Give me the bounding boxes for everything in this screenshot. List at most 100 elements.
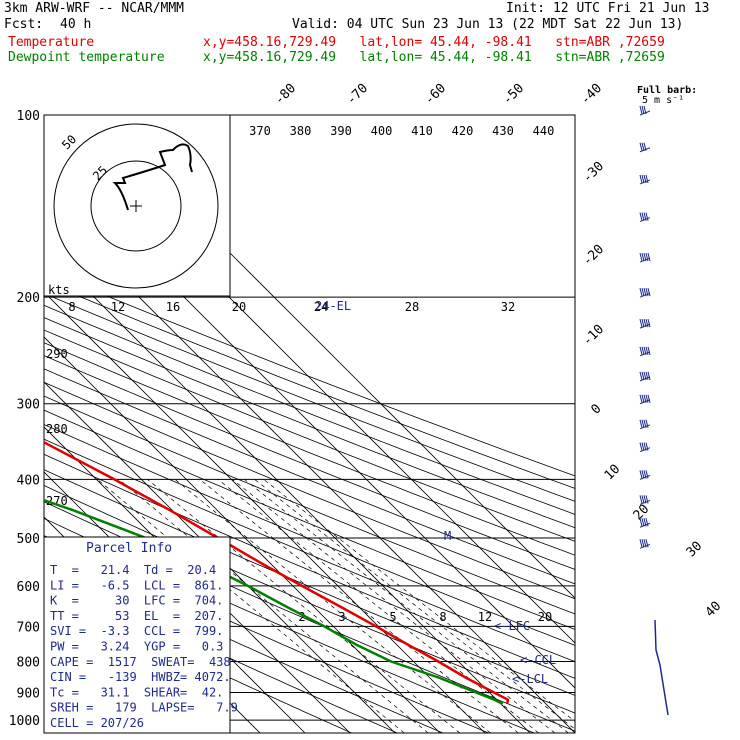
pressure-label: 100 (17, 109, 40, 124)
barb-feather (645, 539, 649, 548)
theta-label: 370 (249, 124, 271, 138)
barb-staff (639, 179, 651, 185)
isotherm-label: 30 (684, 539, 706, 561)
barb-feather (639, 346, 643, 355)
dewpoint-point-info: x,y=458.16,729.49 lat,lon= 45.44, -98.41… (203, 50, 665, 65)
low-level-wind-staff (654, 619, 669, 716)
wind-barb (639, 346, 651, 357)
wind-barb (639, 470, 651, 480)
parcel-title: Parcel Info (86, 541, 172, 556)
barb-feather (645, 394, 649, 403)
mixing-ratio-line (263, 479, 575, 722)
mixing-ratio-low-label: 2 (298, 610, 305, 624)
barb-feather (641, 539, 645, 548)
valid-time: Valid: 04 UTC Sun 23 Jun 13 (22 MDT Sat … (292, 17, 684, 32)
wind-barbs: Full barb:5 m s⁻¹ (637, 85, 697, 716)
barb-legend-units: 5 m s⁻¹ (642, 95, 684, 106)
barb-feather (639, 470, 643, 479)
wind-barb (639, 252, 651, 263)
barb-feather (639, 371, 643, 380)
barb-feather (643, 539, 647, 548)
isotherm-label: 10 (602, 462, 624, 484)
parcel-row: CAPE = 1517 SWEAT= 438 (50, 655, 231, 669)
forecast-label: Fcst: (4, 17, 44, 32)
barb-feather (643, 495, 647, 504)
isotherm-label: -80 (272, 81, 299, 108)
barb-feather (643, 518, 647, 527)
wind-barb (639, 518, 651, 528)
el-marker: 24-EL (315, 299, 351, 313)
barb-feather (639, 495, 643, 504)
wind-barb (639, 319, 651, 329)
barb-feather (647, 394, 651, 403)
barb-feather (639, 174, 643, 184)
wind-barb (639, 419, 651, 430)
barb-feather (645, 346, 649, 355)
wind-barb (639, 288, 651, 298)
barb-feather (641, 442, 645, 451)
mixing-ratio-line (118, 479, 429, 733)
isotherm-label: 0 (588, 401, 604, 417)
mixing-ratio-line (174, 479, 491, 733)
dry-adiabat-line (44, 424, 575, 646)
dry-adiabat-line (44, 409, 575, 630)
init-time: Init: 12 UTC Fri 21 Jun 13 (506, 1, 710, 16)
barb-staff (639, 499, 651, 505)
theta-left-label: 270 (46, 494, 68, 508)
barb-staff (639, 376, 651, 382)
lcl-marker: <-LCL (512, 672, 548, 686)
parcel-row: SVI = -3.3 CCL = 799. (50, 624, 223, 638)
barb-feather (645, 174, 649, 184)
dry-adiabat-line (44, 342, 575, 556)
pressure-label: 900 (17, 686, 40, 701)
theta-label: 420 (452, 124, 474, 138)
barb-feather (647, 252, 651, 262)
isotherm-label: 20 (631, 502, 653, 524)
isotherm-line (0, 115, 35, 733)
barb-feather (645, 518, 649, 527)
temperature-point-info: x,y=458.16,729.49 lat,lon= 45.44, -98.41… (203, 35, 665, 50)
barb-feather (639, 319, 643, 328)
barb-feather (639, 419, 643, 428)
barb-feather (645, 495, 649, 504)
mixing-ratio-low-label: 20 (538, 610, 552, 624)
barb-staff (639, 217, 651, 223)
mixing-ratio-label: 28 (405, 300, 419, 314)
barb-feather (639, 394, 643, 403)
mixing-ratio-label: 16 (166, 300, 180, 314)
dewpoint-legend: Dewpoint temperature (8, 50, 165, 65)
barb-feather (647, 346, 651, 355)
mixing-ratio-line (244, 479, 569, 733)
barb-feather (641, 371, 645, 380)
barb-feather (645, 212, 649, 221)
theta-label: 390 (330, 124, 352, 138)
barb-feather (643, 174, 647, 184)
wind-barb (639, 495, 651, 505)
dry-adiabat-line (44, 368, 575, 585)
mixing-ratio-low-label: 3 (338, 610, 345, 624)
barb-feather (645, 419, 649, 428)
barb-feather (639, 142, 643, 151)
barb-feather (641, 518, 645, 527)
barb-feather (643, 419, 647, 428)
hodograph-trace (112, 143, 193, 211)
barb-feather (641, 394, 645, 403)
isotherm-line (44, 381, 396, 733)
dry-adiabat-line (44, 438, 575, 663)
barb-staff (639, 323, 651, 329)
barb-staff (639, 351, 651, 357)
barb-staff (639, 399, 651, 405)
wind-barb (639, 212, 651, 223)
theta-left-label: 290 (46, 347, 68, 361)
barb-feather (639, 442, 643, 451)
pressure-label: 800 (17, 656, 40, 671)
barb-staff (639, 257, 651, 263)
dry-adiabat-line (44, 281, 575, 489)
theta-label: 400 (371, 124, 393, 138)
barb-feather (647, 371, 651, 380)
wind-barb (639, 371, 651, 382)
barb-feather (645, 252, 649, 262)
isotherm-line (44, 426, 351, 733)
barb-feather (641, 419, 645, 428)
